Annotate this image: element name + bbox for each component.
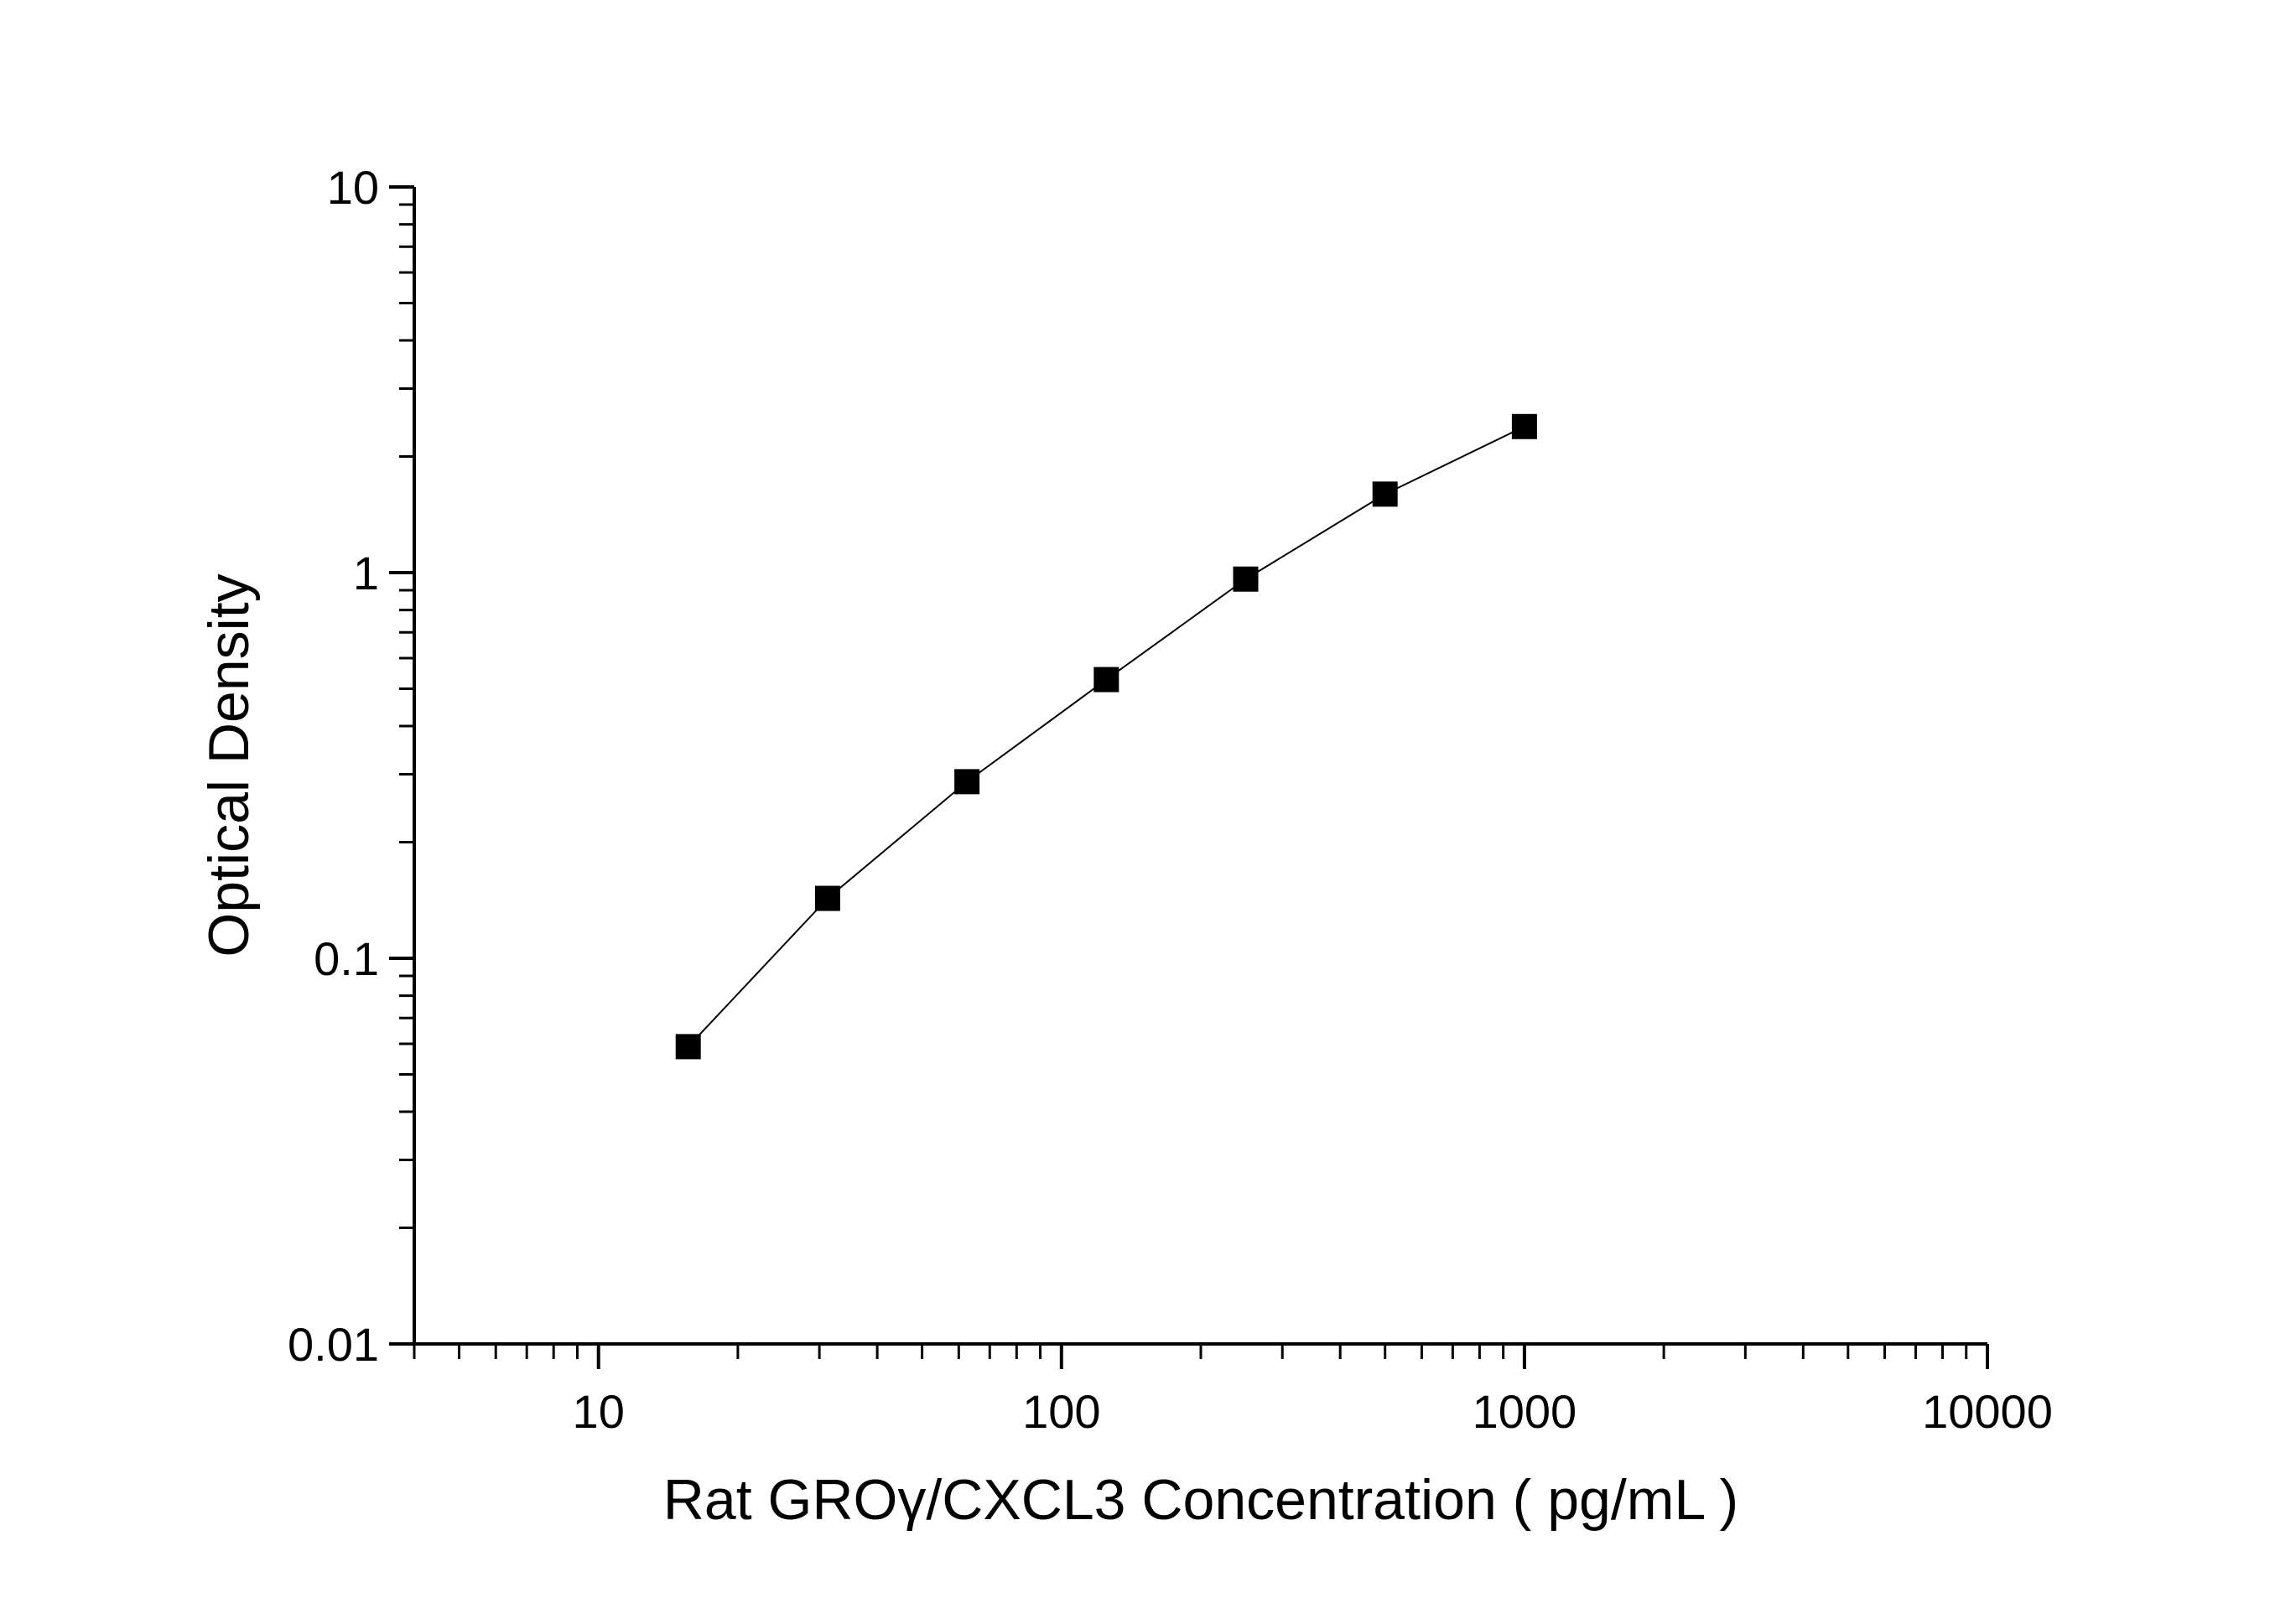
data-point <box>1511 413 1537 439</box>
data-point <box>675 1034 701 1060</box>
y-tick-label: 0.01 <box>288 1318 379 1371</box>
y-axis-title: Optical Density <box>197 573 261 957</box>
x-tick-label: 10000 <box>1922 1385 2053 1438</box>
data-point <box>1093 667 1119 693</box>
y-tick-label: 10 <box>327 161 379 214</box>
y-tick-label: 0.1 <box>314 932 379 985</box>
y-axis-ticks <box>389 185 414 1346</box>
series-line-group <box>687 425 1525 1048</box>
data-point <box>1372 481 1398 507</box>
x-tick-label: 100 <box>1022 1385 1100 1438</box>
axes <box>413 187 1987 1346</box>
data-point <box>1233 566 1259 592</box>
series-points-group <box>675 413 1537 1060</box>
data-point <box>954 769 980 795</box>
x-axis-title: Rat GROγ/CXCL3 Concentration ( pg/mL ) <box>663 1468 1738 1532</box>
x-tick-label: 1000 <box>1473 1385 1577 1438</box>
x-axis-ticks <box>413 1344 1989 1369</box>
x-axis-tick-labels: 10 100 1000 10000 <box>573 1385 2053 1438</box>
data-point <box>814 885 840 911</box>
y-tick-label: 1 <box>353 547 379 599</box>
series-line <box>687 425 1525 1048</box>
x-tick-label: 10 <box>573 1385 625 1438</box>
y-axis-tick-labels: 0.01 0.1 1 10 <box>288 161 379 1371</box>
